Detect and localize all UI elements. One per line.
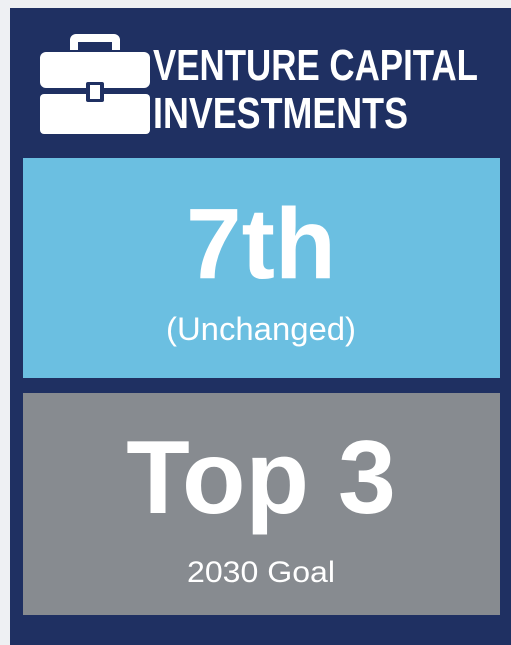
rank-value: 7th [186, 188, 336, 300]
rank-caption: (Unchanged) [166, 311, 356, 347]
briefcase-icon [40, 34, 150, 134]
title-line: INVESTMENTS [153, 89, 408, 138]
goal-value: Top 3 [126, 420, 396, 536]
goal-caption: 2030 Goal [187, 556, 335, 589]
goal-box [23, 393, 500, 615]
title-line: VENTURE CAPITAL [153, 41, 478, 90]
rank-box [23, 158, 500, 378]
